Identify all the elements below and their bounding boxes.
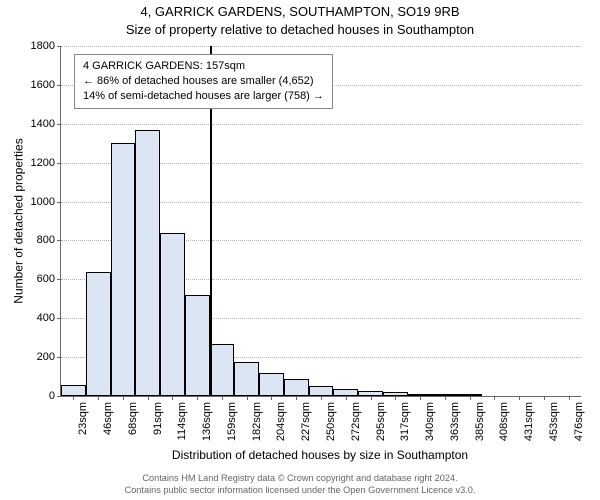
x-tick-mark: [445, 396, 446, 400]
histogram-bar: [61, 385, 86, 396]
y-tick-label: 200: [37, 351, 55, 363]
histogram-bar: [185, 295, 210, 396]
x-tick-label: 363sqm: [449, 402, 461, 441]
x-tick-label: 23sqm: [77, 402, 89, 435]
x-tick-label: 159sqm: [226, 402, 238, 441]
x-tick-label: 182sqm: [251, 402, 263, 441]
x-tick-mark: [247, 396, 248, 400]
x-tick-label: 476sqm: [573, 402, 585, 441]
x-tick-label: 431sqm: [523, 402, 535, 441]
y-tick-label: 1400: [31, 118, 55, 130]
x-tick-label: 68sqm: [127, 402, 139, 435]
histogram-bar: [111, 143, 136, 396]
x-axis-label: Distribution of detached houses by size …: [60, 448, 580, 462]
x-tick-label: 408sqm: [498, 402, 510, 441]
x-tick-mark: [321, 396, 322, 400]
y-tick-label: 400: [37, 312, 55, 324]
x-tick-mark: [346, 396, 347, 400]
histogram-bar: [86, 272, 111, 396]
chart-footer: Contains HM Land Registry data © Crown c…: [0, 473, 600, 496]
x-tick-label: 91sqm: [152, 402, 164, 435]
x-tick-mark: [222, 396, 223, 400]
x-tick-label: 272sqm: [350, 402, 362, 441]
x-tick-label: 204sqm: [275, 402, 287, 441]
y-tick-mark: [57, 163, 61, 164]
histogram-bar: [234, 362, 259, 396]
y-tick-mark: [57, 279, 61, 280]
x-tick-label: 385sqm: [474, 402, 486, 441]
y-tick-label: 800: [37, 234, 55, 246]
y-tick-label: 1200: [31, 157, 55, 169]
x-tick-mark: [395, 396, 396, 400]
y-axis-label-text: Number of detached properties: [12, 138, 26, 303]
y-tick-mark: [57, 85, 61, 86]
y-tick-mark: [57, 124, 61, 125]
x-tick-label: 46sqm: [102, 402, 114, 435]
chart-title-line2: Size of property relative to detached ho…: [0, 22, 600, 37]
histogram-bar: [333, 389, 358, 396]
histogram-bar: [160, 233, 185, 396]
x-tick-label: 136sqm: [201, 402, 213, 441]
x-tick-mark: [544, 396, 545, 400]
legend-line-3: 14% of semi-detached houses are larger (…: [83, 89, 324, 104]
chart-title-line1: 4, GARRICK GARDENS, SOUTHAMPTON, SO19 9R…: [0, 4, 600, 19]
y-tick-label: 600: [37, 273, 55, 285]
x-tick-label: 250sqm: [325, 402, 337, 441]
x-tick-mark: [98, 396, 99, 400]
x-tick-mark: [123, 396, 124, 400]
histogram-bar: [309, 386, 334, 396]
x-tick-mark: [470, 396, 471, 400]
y-tick-label: 1600: [31, 79, 55, 91]
x-tick-mark: [148, 396, 149, 400]
property-size-histogram: 4, GARRICK GARDENS, SOUTHAMPTON, SO19 9R…: [0, 0, 600, 500]
histogram-bar: [259, 373, 284, 396]
x-tick-mark: [371, 396, 372, 400]
grid-line: [61, 46, 581, 47]
x-tick-mark: [197, 396, 198, 400]
x-tick-label: 340sqm: [424, 402, 436, 441]
legend-line-2: ← 86% of detached houses are smaller (4,…: [83, 74, 324, 89]
y-tick-mark: [57, 46, 61, 47]
x-tick-mark: [172, 396, 173, 400]
footer-line-1: Contains HM Land Registry data © Crown c…: [0, 473, 600, 485]
x-tick-mark: [519, 396, 520, 400]
x-tick-mark: [569, 396, 570, 400]
grid-line: [61, 124, 581, 125]
legend-line-1: 4 GARRICK GARDENS: 157sqm: [83, 59, 324, 74]
x-tick-label: 453sqm: [548, 402, 560, 441]
x-tick-mark: [296, 396, 297, 400]
x-tick-mark: [271, 396, 272, 400]
x-tick-mark: [494, 396, 495, 400]
y-tick-mark: [57, 202, 61, 203]
x-tick-mark: [73, 396, 74, 400]
x-tick-label: 295sqm: [375, 402, 387, 441]
histogram-bar: [135, 130, 160, 396]
y-tick-mark: [57, 396, 61, 397]
y-tick-label: 1800: [31, 40, 55, 52]
y-tick-mark: [57, 318, 61, 319]
y-tick-mark: [57, 240, 61, 241]
x-tick-mark: [420, 396, 421, 400]
legend-box: 4 GARRICK GARDENS: 157sqm ← 86% of detac…: [74, 54, 333, 109]
histogram-bar: [210, 344, 235, 397]
x-tick-label: 114sqm: [176, 402, 188, 440]
y-tick-mark: [57, 357, 61, 358]
y-tick-label: 1000: [31, 196, 55, 208]
x-tick-label: 227sqm: [300, 402, 312, 441]
y-axis-label: Number of detached properties: [12, 46, 26, 396]
histogram-bar: [284, 379, 309, 397]
x-tick-label: 317sqm: [399, 402, 411, 441]
y-tick-label: 0: [49, 390, 55, 402]
footer-line-2: Contains public sector information licen…: [0, 485, 600, 497]
